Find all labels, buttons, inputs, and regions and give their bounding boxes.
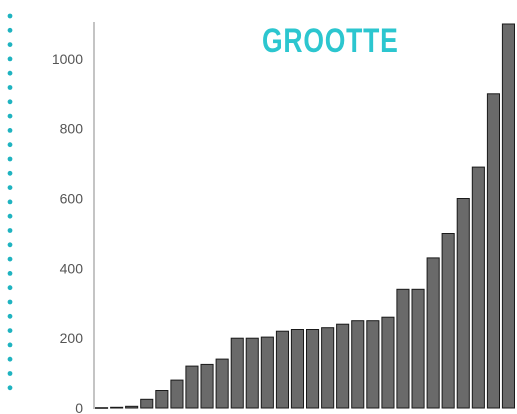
y-tick-label: 0 bbox=[75, 400, 83, 414]
decorative-dot bbox=[7, 313, 13, 319]
bar bbox=[215, 358, 229, 409]
decorative-dot bbox=[7, 127, 13, 133]
decorative-dot bbox=[7, 199, 13, 205]
bar bbox=[155, 390, 169, 409]
bar bbox=[170, 379, 184, 409]
decorative-dot bbox=[7, 271, 13, 276]
decorative-dot bbox=[7, 56, 13, 62]
y-tick-label: 600 bbox=[60, 191, 84, 207]
bar bbox=[95, 407, 109, 409]
bar bbox=[486, 93, 500, 409]
decorative-dot bbox=[7, 356, 13, 362]
decorative-dot bbox=[7, 328, 13, 333]
bar bbox=[321, 327, 335, 409]
bar bbox=[426, 257, 440, 409]
decorative-dot bbox=[7, 185, 13, 191]
bar bbox=[290, 329, 304, 409]
decorative-dot bbox=[7, 113, 13, 119]
bar bbox=[125, 405, 139, 409]
y-tick-label: 200 bbox=[60, 330, 84, 346]
y-tick-label: 800 bbox=[60, 121, 84, 137]
decorative-dot bbox=[7, 242, 13, 248]
bar bbox=[501, 23, 515, 409]
bar bbox=[366, 320, 380, 409]
decorative-dot bbox=[7, 213, 13, 219]
decorative-dot bbox=[7, 42, 13, 47]
decorative-dot bbox=[7, 27, 13, 33]
bar bbox=[275, 330, 289, 409]
decorative-dot bbox=[7, 70, 13, 76]
bar bbox=[140, 398, 154, 409]
bar-series bbox=[95, 23, 515, 409]
bar bbox=[381, 316, 395, 409]
decorative-dot-column bbox=[7, 13, 13, 391]
decorative-dot bbox=[7, 385, 13, 391]
bar bbox=[110, 406, 124, 409]
chart-title: GROOTTE bbox=[262, 22, 399, 60]
bar bbox=[306, 329, 320, 409]
decorative-dot bbox=[7, 142, 13, 148]
bar bbox=[245, 337, 259, 409]
decorative-dot bbox=[7, 170, 13, 176]
decorative-dot bbox=[7, 371, 13, 376]
y-axis-ticks: 0 200 400 600 800 1000 bbox=[52, 51, 83, 414]
decorative-dot bbox=[7, 299, 13, 305]
bar bbox=[396, 288, 410, 409]
bar bbox=[411, 288, 425, 409]
bar bbox=[200, 363, 214, 409]
bar bbox=[471, 166, 485, 409]
decorative-dot bbox=[7, 85, 13, 90]
bar bbox=[230, 337, 244, 409]
bar bbox=[185, 365, 199, 409]
y-tick-label: 400 bbox=[60, 260, 84, 276]
decorative-dot bbox=[7, 342, 13, 348]
decorative-dot bbox=[7, 228, 13, 233]
bar bbox=[456, 198, 470, 409]
decorative-dot bbox=[7, 13, 13, 19]
bar bbox=[260, 336, 274, 409]
bar bbox=[351, 320, 365, 409]
decorative-dot bbox=[7, 285, 13, 291]
y-tick-label: 1000 bbox=[52, 51, 83, 67]
bar bbox=[441, 233, 455, 409]
bar bbox=[336, 323, 350, 409]
decorative-dot bbox=[7, 256, 13, 262]
decorative-dot bbox=[7, 99, 13, 105]
decorative-dot bbox=[7, 156, 13, 162]
